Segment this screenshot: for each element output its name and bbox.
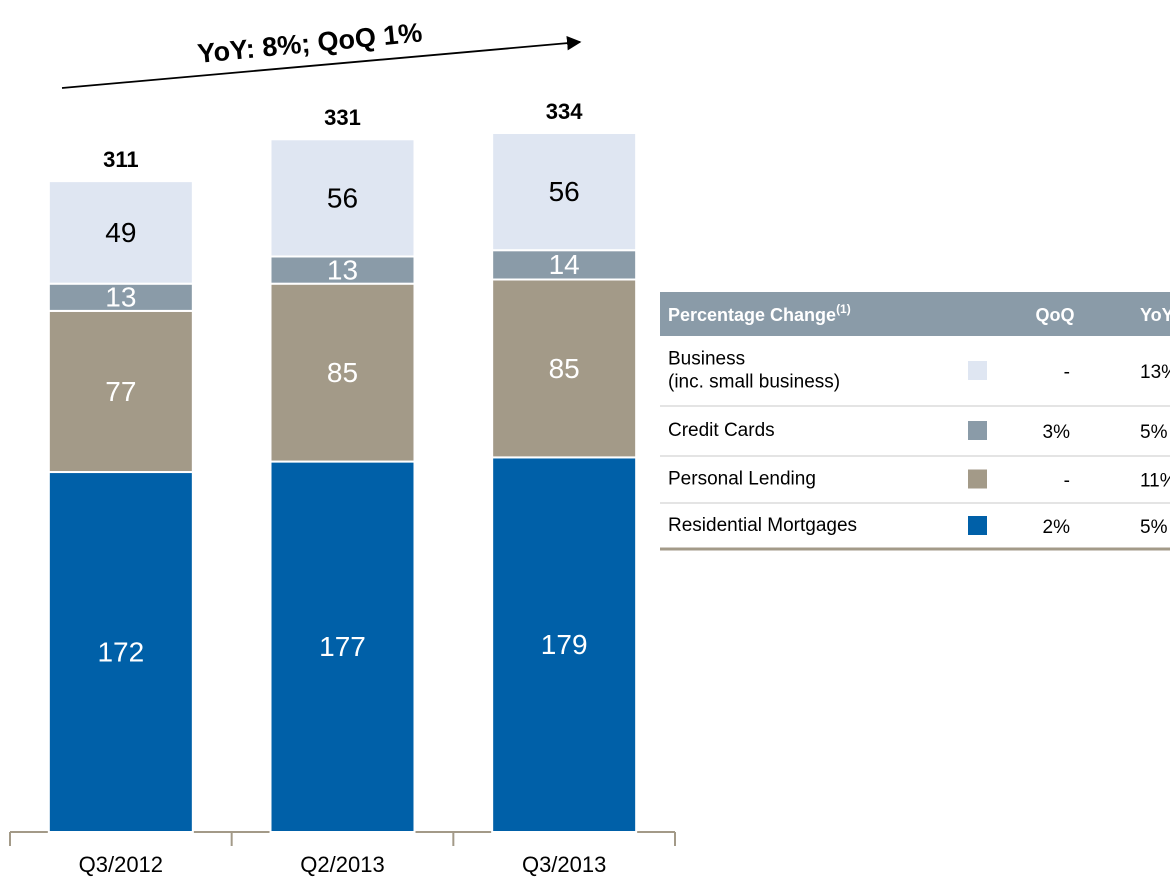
table-header-yoy: YoY [1140, 305, 1170, 325]
bar-segment [269, 460, 416, 833]
bar-segment [269, 138, 416, 258]
row-qoq: - [1064, 471, 1070, 492]
row-swatch [968, 421, 987, 440]
row-swatch [968, 469, 987, 489]
row-qoq: 3% [1043, 422, 1071, 443]
table-header-qoq: QoQ [1036, 305, 1075, 325]
x-tick-label: Q2/2013 [300, 852, 384, 877]
bar-segment [491, 249, 638, 281]
segment-label: 179 [541, 629, 588, 660]
segment-label: 13 [327, 254, 358, 285]
row-label: Credit Cards [668, 420, 775, 441]
bar-segment [491, 456, 638, 833]
table-header-title: Percentage Change(1) [668, 302, 851, 325]
row-label: Residential Mortgages [668, 515, 857, 536]
row-label: Business [668, 349, 745, 370]
row-yoy: 13% [1140, 362, 1170, 383]
row-swatch [968, 361, 987, 380]
segment-label: 49 [105, 217, 136, 248]
header-note: (1) [836, 302, 851, 316]
bar-segment [269, 255, 416, 285]
segment-label: 56 [549, 176, 580, 207]
segment-label: 56 [327, 182, 358, 213]
segment-label: 13 [105, 282, 136, 313]
bar-segment [491, 278, 638, 459]
segment-label: 77 [105, 376, 136, 407]
row-label: Personal Lending [668, 469, 816, 490]
total-label: 334 [546, 99, 583, 124]
segment-label: 85 [327, 357, 358, 388]
segment-label: 177 [319, 631, 366, 662]
x-tick-label: Q3/2013 [522, 852, 606, 877]
row-yoy: 11% [1140, 471, 1170, 492]
segment-label: 14 [549, 249, 580, 280]
row-label: (inc. small business) [668, 372, 840, 393]
bar-segment [491, 132, 638, 252]
segment-label: 172 [97, 636, 144, 667]
annotation: YoY: 8%; QoQ 1% [196, 17, 423, 68]
row-yoy: 5% [1140, 517, 1168, 538]
x-tick-label: Q3/2012 [79, 852, 163, 877]
row-qoq: - [1064, 362, 1070, 383]
trend-arrow [61, 35, 582, 89]
header-title: Percentage Change [668, 305, 836, 325]
bar-segment [269, 282, 416, 463]
bar-segment [47, 471, 194, 833]
row-swatch [968, 516, 987, 535]
segment-label: 85 [549, 353, 580, 384]
row-qoq: 2% [1043, 517, 1071, 538]
table-header-bg [660, 292, 1170, 336]
total-label: 311 [103, 147, 139, 172]
bar-segment [47, 282, 194, 312]
total-label: 331 [324, 105, 361, 130]
bar-segment [47, 309, 194, 474]
row-yoy: 5% [1140, 422, 1168, 443]
bar-segment [47, 180, 194, 285]
